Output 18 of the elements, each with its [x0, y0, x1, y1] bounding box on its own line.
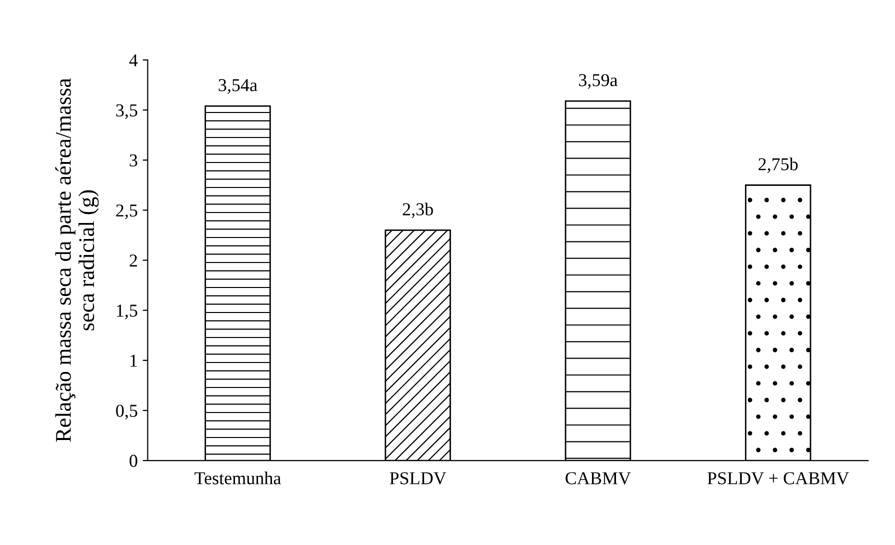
data-label: 3,59a [579, 74, 618, 89]
y-tick-label: 3 [130, 154, 138, 167]
y-tick-label: 2 [130, 254, 137, 266]
y-tick-label: 0,5 [116, 404, 138, 420]
y-tick-label: 0 [130, 454, 138, 467]
y-tick-label: 1,5 [116, 304, 138, 320]
x-tick-label: PSLDV + CABMV [707, 472, 850, 484]
y-tick-label: 3,5 [116, 104, 138, 120]
y-axis-title: Relação massa seca da parte aérea/massa seca radicial (g) [55, 78, 99, 442]
y-tick-label: 4 [129, 54, 138, 66]
x-tick-label: Testemunha [194, 472, 281, 484]
data-label: 2,3b [402, 202, 433, 218]
y-tick-label: 1 [130, 354, 137, 367]
x-tick-label: PSLDV [390, 472, 446, 484]
y-tick-label: 2,5 [116, 204, 138, 220]
data-label: 2,75b [758, 158, 798, 173]
data-label: 3,54a [218, 79, 258, 94]
x-tick-label: CABMV [566, 472, 631, 484]
